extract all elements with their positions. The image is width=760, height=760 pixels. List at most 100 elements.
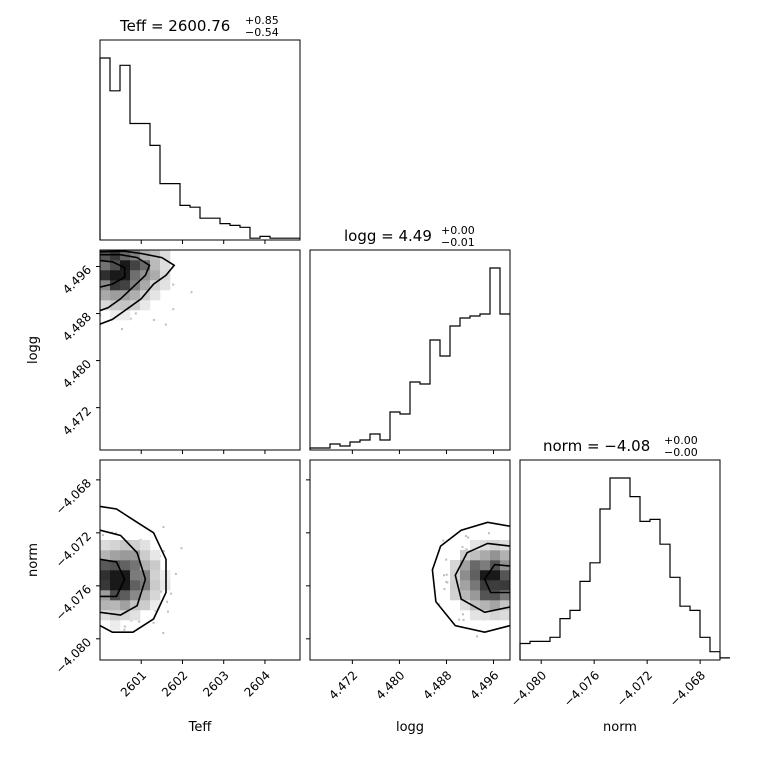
sample-point [95, 269, 97, 271]
density-cell [130, 560, 141, 571]
contour-level-1 [100, 250, 176, 325]
sample-point [88, 220, 90, 222]
density-cell [460, 560, 471, 571]
x-tick-label-logg: 4.472 [326, 668, 360, 702]
sample-point [162, 550, 165, 553]
sample-point [86, 575, 88, 577]
sample-point [138, 620, 141, 623]
sample-point [131, 232, 133, 234]
density-cell [460, 590, 471, 601]
sample-point [91, 603, 93, 605]
density-cell [500, 590, 510, 601]
title-norm-plus: +0.00 [664, 434, 698, 447]
sample-point [154, 246, 156, 248]
x-tick-label-Teff: 2602 [159, 668, 190, 699]
sample-point [104, 230, 106, 232]
sample-point [95, 298, 97, 300]
density-layer [66, 210, 537, 638]
x-tick-label-logg: 4.480 [373, 668, 407, 702]
density-cell [470, 570, 481, 581]
title-norm-base: norm = −4.08 [543, 437, 650, 455]
density-cell [480, 610, 491, 621]
panel-frame-logg-Teff [99, 249, 301, 451]
sample-point [98, 619, 100, 621]
sample-point [96, 269, 98, 271]
density-cell [120, 540, 131, 551]
sample-point [487, 532, 490, 535]
sample-point [89, 288, 91, 290]
density-cell [470, 560, 481, 571]
sample-point [172, 308, 175, 311]
sample-point [107, 223, 109, 225]
x-tick-label-Teff: 2603 [200, 668, 231, 699]
sample-point [97, 583, 99, 585]
density-cell [140, 260, 151, 271]
sample-point [465, 548, 468, 551]
density-cell [130, 600, 141, 611]
sample-point [152, 318, 155, 321]
histogram-Teff [99, 57, 300, 240]
density-cell [150, 250, 161, 261]
density-cell [120, 550, 131, 561]
density-cell [150, 560, 161, 571]
density-cell [140, 280, 151, 291]
sample-point [511, 587, 513, 589]
y-tick-label-logg: 4.488 [60, 310, 94, 344]
density-cell [100, 290, 111, 301]
sample-point [115, 532, 118, 535]
density-cell [100, 600, 111, 611]
density-cell [100, 560, 111, 571]
sample-point [170, 592, 173, 595]
density-cell [490, 610, 501, 621]
density-cell [470, 600, 481, 611]
sample-point [121, 247, 123, 249]
density-cell [140, 600, 151, 611]
density-cell [100, 260, 111, 271]
density-cell [100, 590, 111, 601]
sample-point [83, 614, 85, 616]
sample-point [96, 264, 98, 266]
density-cell [160, 250, 171, 261]
sample-point [84, 290, 86, 292]
density-cell [490, 570, 501, 581]
sample-point [516, 602, 518, 604]
sample-point [517, 599, 519, 601]
density-cell [140, 540, 151, 551]
sample-point [523, 593, 525, 595]
density-cell [500, 610, 510, 621]
title-teff-base: Teff = 2600.76 [119, 17, 230, 35]
sample-point [94, 574, 96, 576]
y-tick-label-logg: 4.496 [60, 263, 94, 297]
sample-point [461, 546, 464, 549]
sample-point [535, 554, 537, 556]
sample-point [123, 628, 126, 631]
density-cell [490, 550, 501, 561]
density-cell [480, 590, 491, 601]
density-cell [110, 600, 121, 611]
x-tick-label-Teff: 2601 [118, 668, 149, 699]
sample-point [125, 210, 127, 212]
sample-point [86, 295, 88, 297]
sample-point [92, 553, 94, 555]
density-cell [120, 590, 131, 601]
density-cell [120, 580, 131, 591]
sample-point [94, 589, 96, 591]
sample-point [98, 571, 100, 573]
title-logg-plus: +0.00 [441, 224, 475, 237]
sample-point [115, 229, 117, 231]
density-cell [110, 570, 121, 581]
sample-point [77, 264, 79, 266]
contour-level-2 [100, 529, 147, 616]
sample-point [162, 526, 165, 529]
sample-point [476, 635, 479, 638]
sample-point [172, 283, 175, 286]
density-cell [460, 570, 471, 581]
sample-point [93, 246, 95, 248]
sample-point [152, 621, 155, 624]
x-tick-label-norm: −4.080 [508, 668, 549, 709]
sample-point [66, 271, 68, 273]
density-cell [110, 260, 121, 271]
density-cell [110, 270, 121, 281]
panel-frame-norm-Teff [99, 459, 301, 661]
density-cell [140, 570, 151, 581]
